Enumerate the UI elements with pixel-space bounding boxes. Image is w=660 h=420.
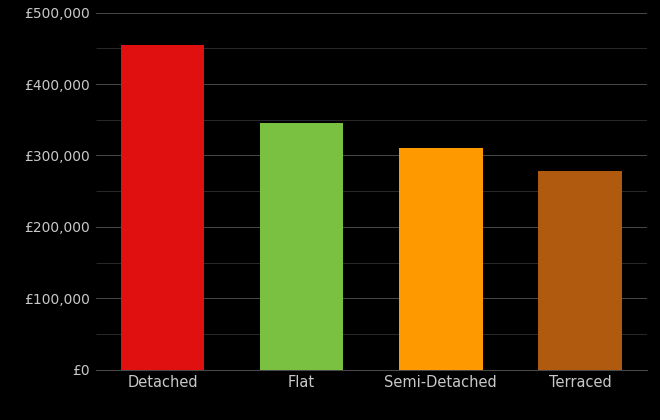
Bar <box>260 123 343 370</box>
Bar <box>399 148 482 370</box>
Bar <box>539 171 622 370</box>
Bar <box>121 45 204 370</box>
